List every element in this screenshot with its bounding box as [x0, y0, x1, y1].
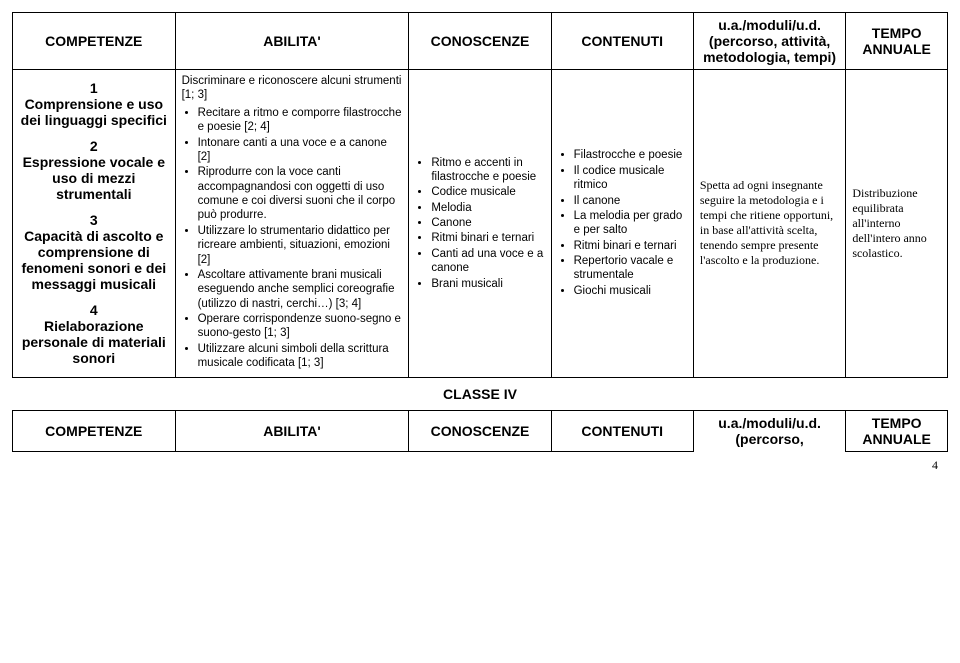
- header-competenze: COMPETENZE: [13, 13, 176, 70]
- header2-method-l2: (percorso,: [700, 431, 839, 447]
- abilita-cell: Discriminare e riconoscere alcuni strume…: [175, 70, 409, 378]
- conoscenze-item: Brani musicali: [431, 277, 544, 291]
- abilita-list: Recitare a ritmo e comporre filastrocche…: [182, 106, 403, 371]
- abilita-item: Utilizzare alcuni simboli della scrittur…: [198, 342, 403, 371]
- contenuti-cell: Filastrocche e poesie Il codice musicale…: [551, 70, 693, 378]
- abilita-item: Utilizzare lo strumentario didattico per…: [198, 224, 403, 267]
- conoscenze-cell: Ritmo e accenti in filastrocche e poesie…: [409, 70, 551, 378]
- conoscenze-item: Codice musicale: [431, 185, 544, 199]
- conoscenze-item: Melodia: [431, 201, 544, 215]
- contenuti-item: Il canone: [574, 194, 687, 208]
- header-tempo: TEMPO ANNUALE: [846, 13, 948, 70]
- abilita-item: Operare corrispondenze suono-segno e suo…: [198, 312, 403, 341]
- conoscenze-item: Canone: [431, 216, 544, 230]
- header-methodology: u.a./moduli/u.d. (percorso, attività, me…: [693, 13, 845, 70]
- header2-competenze: COMPETENZE: [13, 410, 176, 451]
- contenuti-item: Il codice musicale ritmico: [574, 164, 687, 193]
- header-method-l1: u.a./moduli/u.d.: [700, 17, 839, 33]
- header2-tempo: TEMPO ANNUALE: [846, 410, 948, 451]
- comp-4-text: Rielaborazione personale di materiali so…: [17, 318, 171, 366]
- header-abilita: ABILITA': [175, 13, 409, 70]
- competenze-cell: 1 Comprensione e uso dei linguaggi speci…: [13, 70, 176, 378]
- abilita-item: Ascoltare attivamente brani musicali ese…: [198, 268, 403, 311]
- header2-conoscenze: CONOSCENZE: [409, 410, 551, 451]
- methodology-cell: Spetta ad ogni insegnante seguire la met…: [693, 70, 845, 378]
- comp-2-text: Espressione vocale e uso di mezzi strume…: [17, 154, 171, 202]
- second-table: COMPETENZE ABILITA' CONOSCENZE CONTENUTI…: [12, 410, 948, 452]
- comp-3-text: Capacità di ascolto e comprensione di fe…: [17, 228, 171, 292]
- contenuti-item: Filastrocche e poesie: [574, 148, 687, 162]
- conoscenze-item: Canti ad una voce e a canone: [431, 247, 544, 276]
- header-row: COMPETENZE ABILITA' CONOSCENZE CONTENUTI…: [13, 13, 948, 70]
- header-contenuti: CONTENUTI: [551, 13, 693, 70]
- contenuti-item: Repertorio vacale e strumentale: [574, 254, 687, 283]
- contenuti-item: La melodia per grado e per salto: [574, 209, 687, 238]
- conoscenze-item: Ritmo e accenti in filastrocche e poesie: [431, 156, 544, 185]
- header-conoscenze: CONOSCENZE: [409, 13, 551, 70]
- comp-3-num: 3: [17, 212, 171, 228]
- main-table: COMPETENZE ABILITA' CONOSCENZE CONTENUTI…: [12, 12, 948, 378]
- header2-row: COMPETENZE ABILITA' CONOSCENZE CONTENUTI…: [13, 410, 948, 451]
- abilita-item: Intonare canti a una voce e a canone [2]: [198, 136, 403, 165]
- contenuti-list: Filastrocche e poesie Il codice musicale…: [558, 148, 687, 298]
- header2-contenuti: CONTENUTI: [551, 410, 693, 451]
- contenuti-item: Ritmi binari e ternari: [574, 239, 687, 253]
- header2-method-l1: u.a./moduli/u.d.: [700, 415, 839, 431]
- header2-methodology: u.a./moduli/u.d. (percorso,: [693, 410, 845, 451]
- header-method-l2: (percorso, attività, metodologia, tempi): [700, 33, 839, 65]
- conoscenze-list: Ritmo e accenti in filastrocche e poesie…: [415, 156, 544, 291]
- abilita-item: Recitare a ritmo e comporre filastrocche…: [198, 106, 403, 135]
- comp-4-num: 4: [17, 302, 171, 318]
- conoscenze-item: Ritmi binari e ternari: [431, 231, 544, 245]
- tempo-cell: Distribuzione equilibrata all'interno de…: [846, 70, 948, 378]
- comp-2-num: 2: [17, 138, 171, 154]
- comp-1-num: 1: [17, 80, 171, 96]
- abilita-item: Riprodurre con la voce canti accompagnan…: [198, 165, 403, 223]
- page-number: 4: [12, 452, 948, 473]
- header2-abilita: ABILITA': [175, 410, 409, 451]
- body-row: 1 Comprensione e uso dei linguaggi speci…: [13, 70, 948, 378]
- section-title: CLASSE IV: [12, 378, 948, 410]
- contenuti-item: Giochi musicali: [574, 284, 687, 298]
- abilita-intro: Discriminare e riconoscere alcuni strume…: [182, 74, 403, 103]
- comp-1-text: Comprensione e uso dei linguaggi specifi…: [17, 96, 171, 128]
